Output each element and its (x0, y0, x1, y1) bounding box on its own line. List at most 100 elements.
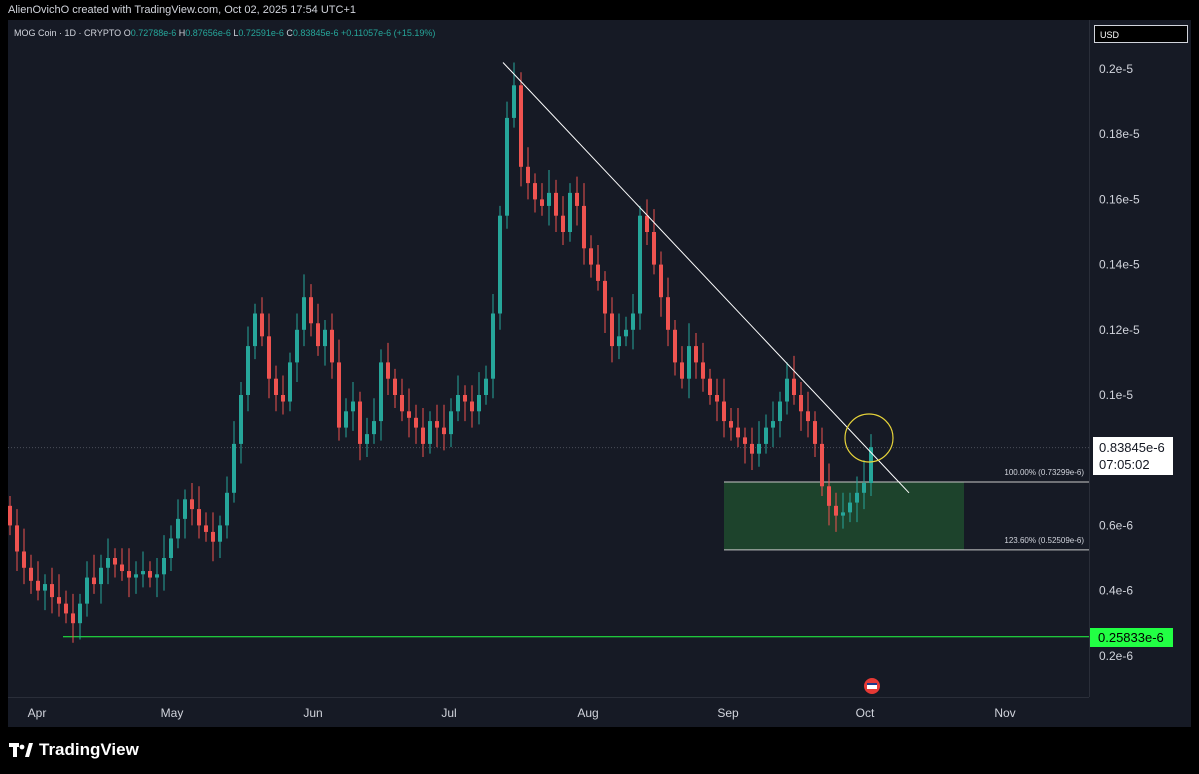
candle-body (351, 401, 355, 412)
x-tick-label: Jul (441, 706, 456, 720)
candle-body (393, 378, 397, 395)
candle-body (596, 264, 600, 281)
candle-body (841, 512, 845, 516)
candle-body (659, 264, 663, 298)
candle-body (169, 538, 173, 558)
candle-body (288, 362, 292, 402)
candle-body (708, 378, 712, 395)
candle-body (274, 378, 278, 395)
candle-body (631, 313, 635, 330)
symbol-name: MOG Coin · 1D · CRYPTO (14, 28, 122, 38)
candle-body (764, 427, 768, 444)
candle-body (743, 437, 747, 444)
candle-body (407, 411, 411, 418)
candle-body (190, 499, 194, 510)
trendline[interactable] (502, 62, 910, 494)
us-flag-event-icon[interactable] (864, 678, 880, 694)
candle-body (421, 427, 425, 444)
candle-body (309, 297, 313, 324)
candle-body (365, 434, 369, 444)
candle-body (701, 362, 705, 379)
highlight-circle[interactable] (844, 413, 894, 463)
candle-body (491, 313, 495, 379)
candle-body (428, 421, 432, 444)
candle-body (22, 551, 26, 568)
candle-body (50, 584, 54, 598)
candle-body (113, 558, 117, 565)
x-tick-label: Apr (28, 706, 47, 720)
candle-body (414, 417, 418, 428)
x-tick-label: May (161, 706, 184, 720)
x-tick-label: Sep (717, 706, 739, 720)
y-tick-label: 0.18e-5 (1099, 127, 1140, 141)
candle-body (694, 346, 698, 363)
candle-body (295, 329, 299, 363)
candle-body (442, 427, 446, 435)
price-axis[interactable]: 0.2e-5 0.18e-5 0.16e-5 0.14e-5 0.12e-5 0.1e-5… (1099, 62, 1140, 663)
fib-label-123: 123.60% (0.52509e-6) (1004, 536, 1084, 545)
candle-body (358, 401, 362, 444)
candle-body (498, 215, 502, 314)
candle-body (176, 518, 180, 539)
candle-body (141, 571, 145, 575)
candle-body (799, 395, 803, 412)
currency-label[interactable]: USD (1094, 25, 1188, 43)
candle-body (617, 336, 621, 347)
fib-label-100: 100.00% (0.73299e-6) (1004, 468, 1084, 477)
candle-body (435, 421, 439, 428)
x-tick-label: Oct (856, 706, 875, 720)
candle-body (197, 509, 201, 526)
candle-body (106, 558, 110, 568)
candle-body (57, 597, 61, 604)
candle-body (379, 362, 383, 422)
y-tick-label: 0.16e-5 (1099, 192, 1140, 206)
candle-body (827, 486, 831, 506)
candle-body (463, 395, 467, 402)
symbol-legend: MOG Coin · 1D · CRYPTO O0.72788e-6 H0.87… (14, 26, 435, 40)
candle-body (337, 362, 341, 428)
candle-body (302, 297, 306, 330)
candle-body (155, 574, 159, 578)
candle-body (85, 577, 89, 604)
candle-body (281, 395, 285, 402)
x-tick-label: Jun (303, 706, 322, 720)
candle-body (127, 571, 131, 578)
candle-body (820, 443, 824, 487)
candle-body (687, 346, 691, 379)
candle-body (92, 577, 96, 585)
candle-body (610, 313, 614, 347)
candle-body (638, 215, 642, 314)
candle-body (477, 395, 481, 412)
candle-body (162, 558, 166, 575)
time-axis[interactable]: Apr May Jun Jul Aug Sep Oct Nov (28, 706, 1016, 720)
chart-frame[interactable] (8, 20, 1191, 727)
high-label: H (178, 28, 186, 38)
candle-body (624, 329, 628, 337)
candle-body (218, 525, 222, 542)
candle-body (484, 378, 488, 395)
candle-body (344, 411, 348, 428)
candle-body (603, 280, 607, 314)
candle-body (372, 421, 376, 435)
candle-body (750, 443, 754, 454)
candle-body (78, 603, 82, 624)
candle-body (533, 183, 537, 200)
candle-body (43, 584, 47, 591)
candle-body (232, 443, 236, 493)
tradingview-logo[interactable]: TradingView (9, 740, 139, 760)
candle-body (246, 346, 250, 395)
y-tick-label: 0.4e-6 (1099, 584, 1133, 598)
y-tick-label: 0.12e-5 (1099, 323, 1140, 337)
support-price-tag: 0.25833e-6 (1090, 628, 1173, 647)
candle-body (652, 232, 656, 265)
candle-body (71, 613, 75, 624)
y-tick-label: 0.2e-5 (1099, 62, 1133, 76)
candle-body (99, 567, 103, 585)
candle-body (400, 395, 404, 412)
y-tick-label: 0.14e-5 (1099, 258, 1140, 272)
candle-body (386, 362, 390, 379)
candle-body (729, 421, 733, 428)
candle-body (225, 492, 229, 526)
candle-body (589, 248, 593, 265)
